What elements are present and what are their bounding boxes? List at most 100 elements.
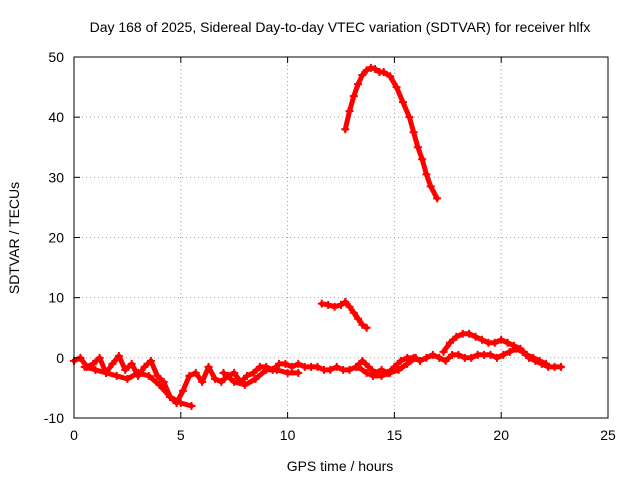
data-point bbox=[345, 365, 354, 374]
data-point bbox=[178, 386, 187, 395]
data-point bbox=[433, 194, 442, 203]
data-point bbox=[155, 380, 164, 389]
data-point bbox=[411, 353, 420, 362]
data-point bbox=[166, 392, 175, 401]
data-point bbox=[326, 365, 335, 374]
data-point bbox=[409, 128, 418, 137]
data-point bbox=[272, 365, 281, 374]
data-point bbox=[416, 356, 425, 365]
data-point bbox=[191, 368, 200, 377]
data-point bbox=[251, 374, 260, 383]
data-point bbox=[337, 300, 345, 309]
data-point bbox=[358, 356, 367, 365]
data-point bbox=[490, 338, 499, 347]
data-point bbox=[80, 362, 89, 371]
data-point bbox=[210, 374, 219, 383]
data-point bbox=[294, 359, 303, 368]
data-point bbox=[441, 356, 450, 365]
y-tick-label: 0 bbox=[56, 350, 64, 366]
data-point bbox=[557, 362, 566, 371]
data-point bbox=[127, 359, 136, 368]
data-point bbox=[522, 350, 531, 359]
data-point bbox=[422, 170, 431, 179]
data-point bbox=[187, 401, 196, 410]
data-point bbox=[418, 155, 427, 164]
data-point bbox=[176, 398, 185, 407]
data-point bbox=[394, 365, 403, 374]
data-point bbox=[364, 362, 373, 371]
y-tick-label: 10 bbox=[48, 290, 64, 306]
data-point bbox=[146, 356, 155, 365]
data-point bbox=[362, 66, 371, 75]
data-point bbox=[454, 350, 463, 359]
data-point bbox=[445, 338, 454, 347]
x-tick-label: 20 bbox=[493, 427, 509, 443]
data-point bbox=[471, 332, 480, 341]
data-point bbox=[358, 71, 367, 80]
data-point bbox=[332, 362, 341, 371]
grid-lines bbox=[74, 57, 608, 418]
data-point bbox=[413, 143, 422, 152]
data-point bbox=[452, 332, 461, 341]
data-point bbox=[230, 368, 239, 377]
data-point bbox=[144, 371, 153, 380]
data-point bbox=[499, 350, 508, 359]
x-tick-label: 15 bbox=[387, 427, 403, 443]
data-point bbox=[159, 377, 168, 386]
data-point bbox=[349, 308, 358, 317]
data-point bbox=[371, 65, 380, 74]
data-point bbox=[249, 368, 258, 377]
data-point bbox=[396, 356, 405, 365]
axis-ticks: 0 5 10 15 20 25 -10 0 10 20 30 40 50 bbox=[44, 49, 616, 443]
data-point bbox=[535, 356, 544, 365]
data-point bbox=[140, 362, 149, 371]
data-point bbox=[345, 302, 354, 311]
data-point bbox=[405, 113, 414, 122]
data-point bbox=[503, 338, 512, 347]
data-point bbox=[403, 359, 412, 368]
data-point bbox=[91, 365, 100, 374]
data-point bbox=[510, 341, 519, 350]
data-point bbox=[477, 335, 486, 344]
data-point bbox=[283, 368, 292, 377]
data-point bbox=[204, 362, 213, 371]
data-point bbox=[330, 302, 339, 311]
y-tick-label: 50 bbox=[48, 49, 64, 65]
data-point bbox=[287, 362, 296, 371]
data-point bbox=[529, 353, 538, 362]
data-point bbox=[262, 365, 271, 374]
data-point bbox=[153, 371, 162, 380]
data-point bbox=[392, 83, 401, 92]
data-point bbox=[123, 374, 132, 383]
data-point bbox=[362, 368, 371, 377]
data-point bbox=[341, 125, 350, 134]
data-point bbox=[185, 371, 194, 380]
x-axis-label: GPS time / hours bbox=[287, 458, 394, 474]
data-point bbox=[240, 380, 249, 389]
data-point bbox=[542, 359, 551, 368]
data-point bbox=[198, 377, 207, 386]
x-tick-label: 0 bbox=[70, 427, 78, 443]
data-point bbox=[317, 299, 326, 308]
data-point bbox=[345, 107, 354, 116]
data-point bbox=[281, 359, 290, 368]
data-point bbox=[362, 323, 371, 332]
data-point bbox=[439, 347, 448, 356]
data-point bbox=[102, 368, 111, 377]
data-point bbox=[324, 300, 333, 309]
data-point bbox=[217, 377, 226, 386]
data-point bbox=[219, 368, 228, 377]
data-point bbox=[354, 314, 363, 323]
data-point bbox=[386, 72, 395, 81]
data-point bbox=[398, 98, 407, 107]
data-point bbox=[386, 368, 395, 377]
data-point bbox=[341, 297, 350, 306]
data-point bbox=[497, 335, 506, 344]
data-point bbox=[134, 368, 143, 377]
chart-title: Day 168 of 2025, Sidereal Day-to-day VTE… bbox=[90, 19, 591, 35]
data-point bbox=[492, 353, 501, 362]
data-point bbox=[358, 320, 367, 329]
data-point bbox=[95, 353, 104, 362]
y-axis-label: SDTVAR / TECUs bbox=[6, 182, 22, 294]
